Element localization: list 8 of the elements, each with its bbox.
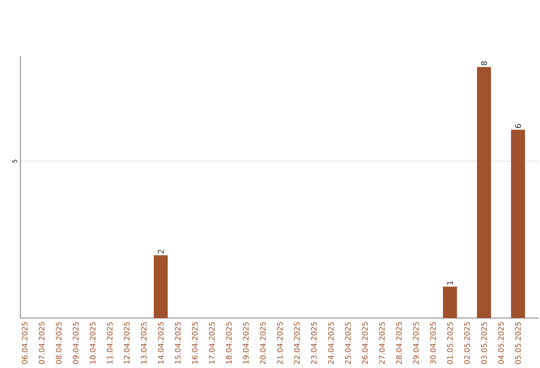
bar bbox=[154, 255, 168, 318]
bar bbox=[476, 67, 491, 318]
data-label: 2 bbox=[158, 250, 164, 254]
bar bbox=[442, 286, 457, 318]
data-label: 8 bbox=[480, 61, 488, 66]
bar bbox=[511, 130, 526, 318]
data-label: 6 bbox=[514, 124, 522, 128]
data-label: 1 bbox=[447, 281, 453, 285]
